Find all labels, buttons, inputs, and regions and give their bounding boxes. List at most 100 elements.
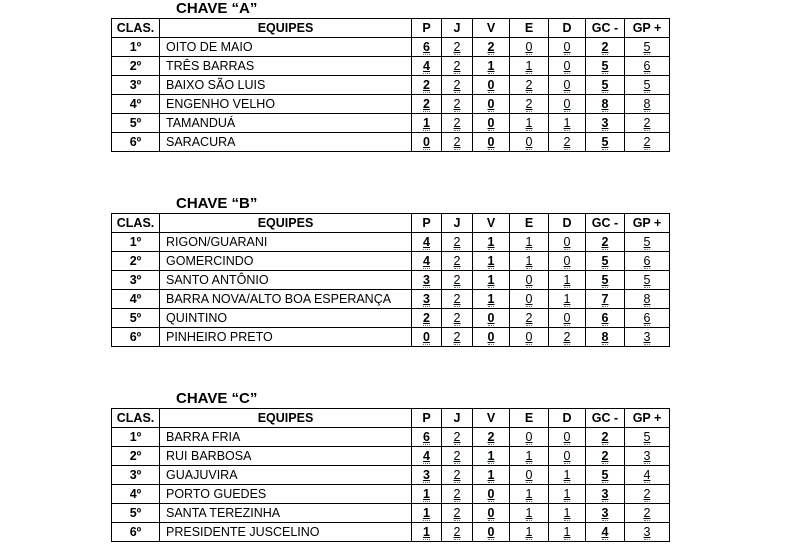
stat-value: 2 bbox=[601, 40, 609, 55]
stat-value: 1 bbox=[563, 506, 571, 521]
stat-value: 4 bbox=[423, 254, 430, 269]
stat-value: 3 bbox=[643, 330, 651, 345]
column-header: CLAS. bbox=[111, 18, 160, 38]
column-header: P bbox=[411, 408, 442, 428]
stat-value: 2 bbox=[453, 449, 461, 464]
table-row: 1º RIGON/GUARANI 4 2 1 1 0 2 5 bbox=[111, 232, 670, 252]
table-row: 2º RUI BARBOSA 4 2 1 1 0 2 3 bbox=[111, 446, 670, 466]
stat-cell: 0 bbox=[509, 465, 549, 485]
table-row: 2º GOMERCINDO 4 2 1 1 0 5 6 bbox=[111, 251, 670, 271]
stat-value: 1 bbox=[525, 449, 533, 464]
position-cell: 2º bbox=[111, 446, 160, 466]
stat-cell: 2 bbox=[411, 94, 442, 114]
stat-cell: 1 bbox=[548, 503, 586, 523]
column-header: E bbox=[509, 408, 549, 428]
column-header: V bbox=[472, 18, 510, 38]
stat-cell: 2 bbox=[441, 308, 473, 328]
stat-cell: 1 bbox=[509, 522, 549, 542]
stat-value: 0 bbox=[563, 59, 571, 74]
position-cell: 3º bbox=[111, 75, 160, 95]
stat-cell: 2 bbox=[441, 327, 473, 347]
column-header: GC - bbox=[585, 18, 625, 38]
stat-cell: 2 bbox=[411, 75, 442, 95]
stat-value: 2 bbox=[601, 235, 609, 250]
stat-value: 2 bbox=[423, 78, 430, 93]
table-row: 6º PINHEIRO PRETO 0 2 0 0 2 8 3 bbox=[111, 327, 670, 347]
stat-value: 1 bbox=[563, 273, 571, 288]
stat-cell: 3 bbox=[585, 503, 625, 523]
stat-value: 2 bbox=[453, 430, 461, 445]
stat-value: 2 bbox=[643, 116, 651, 131]
stat-value: 1 bbox=[487, 273, 495, 288]
stat-value: 2 bbox=[563, 135, 571, 150]
table-row: 4º PORTO GUEDES 1 2 0 1 1 3 2 bbox=[111, 484, 670, 504]
stat-cell: 0 bbox=[472, 503, 510, 523]
stat-cell: 0 bbox=[548, 37, 586, 57]
stat-value: 5 bbox=[601, 59, 609, 74]
stat-cell: 2 bbox=[441, 232, 473, 252]
stat-value: 1 bbox=[563, 468, 571, 483]
table-row: 3º BAIXO SÃO LUIS 2 2 0 2 0 5 5 bbox=[111, 75, 670, 95]
stat-cell: 6 bbox=[411, 427, 442, 447]
stat-cell: 1 bbox=[548, 113, 586, 133]
stat-cell: 0 bbox=[548, 251, 586, 271]
stat-value: 3 bbox=[601, 506, 609, 521]
stat-cell: 2 bbox=[585, 446, 625, 466]
stat-cell: 1 bbox=[509, 503, 549, 523]
team-cell: RUI BARBOSA bbox=[159, 446, 412, 466]
stat-value: 1 bbox=[525, 235, 533, 250]
stat-value: 2 bbox=[423, 311, 430, 326]
stat-cell: 1 bbox=[509, 56, 549, 76]
stat-value: 2 bbox=[487, 430, 495, 445]
stat-cell: 0 bbox=[472, 132, 510, 152]
team-cell: TRÊS BARRAS bbox=[159, 56, 412, 76]
stat-cell: 0 bbox=[548, 56, 586, 76]
stat-cell: 2 bbox=[441, 446, 473, 466]
team-cell: ENGENHO VELHO bbox=[159, 94, 412, 114]
column-header: E bbox=[509, 18, 549, 38]
stat-value: 0 bbox=[487, 487, 495, 502]
stat-value: 0 bbox=[487, 97, 495, 112]
stat-value: 0 bbox=[563, 97, 571, 112]
stat-value: 0 bbox=[563, 40, 571, 55]
stat-value: 0 bbox=[563, 78, 571, 93]
stat-cell: 4 bbox=[624, 465, 670, 485]
stat-value: 0 bbox=[525, 273, 533, 288]
stat-value: 1 bbox=[423, 506, 430, 521]
stat-cell: 0 bbox=[548, 308, 586, 328]
team-cell: GOMERCINDO bbox=[159, 251, 412, 271]
stat-value: 4 bbox=[423, 235, 430, 250]
stat-value: 4 bbox=[643, 468, 651, 483]
stat-cell: 2 bbox=[624, 484, 670, 504]
stat-cell: 1 bbox=[548, 465, 586, 485]
stat-cell: 2 bbox=[441, 270, 473, 290]
group-title: CHAVE “A” bbox=[176, 0, 258, 17]
table-row: 6º SARACURA 0 2 0 0 2 5 2 bbox=[111, 132, 670, 152]
stat-cell: 2 bbox=[548, 327, 586, 347]
stat-cell: 0 bbox=[509, 327, 549, 347]
position-cell: 4º bbox=[111, 484, 160, 504]
stat-value: 2 bbox=[453, 468, 461, 483]
stat-value: 5 bbox=[601, 468, 609, 483]
column-header: GP + bbox=[624, 18, 670, 38]
stat-value: 2 bbox=[643, 135, 651, 150]
stat-cell: 2 bbox=[441, 132, 473, 152]
stat-value: 4 bbox=[423, 59, 430, 74]
table-row: 5º QUINTINO 2 2 0 2 0 6 6 bbox=[111, 308, 670, 328]
stat-cell: 5 bbox=[624, 232, 670, 252]
stat-cell: 2 bbox=[441, 484, 473, 504]
stat-value: 0 bbox=[525, 40, 533, 55]
stat-value: 4 bbox=[423, 449, 430, 464]
stat-value: 5 bbox=[601, 273, 609, 288]
stat-value: 7 bbox=[601, 292, 609, 307]
stat-cell: 0 bbox=[411, 132, 442, 152]
position-cell: 1º bbox=[111, 232, 160, 252]
stat-value: 2 bbox=[487, 40, 495, 55]
stat-value: 0 bbox=[525, 330, 533, 345]
stat-cell: 1 bbox=[411, 113, 442, 133]
standings-table: CLAS. EQUIPES P J V E D GC - GP +1º BARRA FRIA 6 2 2… bbox=[111, 408, 670, 542]
stat-cell: 6 bbox=[624, 308, 670, 328]
stat-value: 0 bbox=[525, 468, 533, 483]
stat-cell: 0 bbox=[472, 113, 510, 133]
stat-value: 5 bbox=[643, 235, 651, 250]
